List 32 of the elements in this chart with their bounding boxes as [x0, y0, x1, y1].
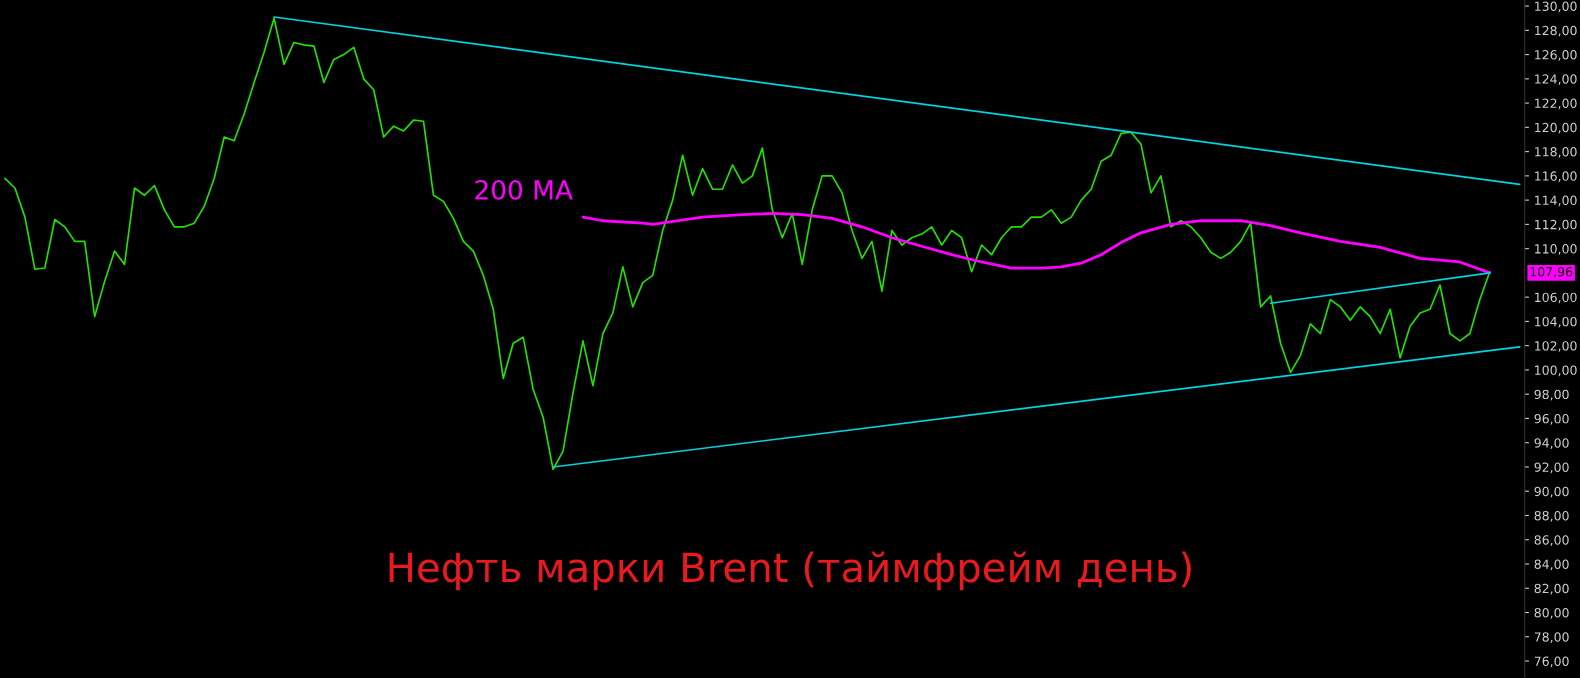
- y-tick-label: 82,00: [1534, 583, 1569, 595]
- y-tick-label: 118,00: [1535, 147, 1577, 158]
- y-tick-label: 92,00: [1534, 462, 1569, 474]
- y-tick-label: 96,00: [1534, 413, 1569, 425]
- text: 107,96: [1530, 267, 1573, 278]
- series-label: 200 MA: [475, 179, 573, 200]
- y-tick-label: 112,00: [1535, 219, 1577, 231]
- y-tick-label: 106,00: [1535, 292, 1577, 304]
- y-tick-label: 78,00: [1534, 632, 1569, 643]
- line-series: [4, 17, 1491, 471]
- y-tick-label: 104,00: [1535, 316, 1577, 328]
- y-tick-label: 102,00: [1535, 341, 1577, 352]
- y-tick-label: 126,00: [1535, 50, 1577, 61]
- y-tick-label: 116,00: [1535, 171, 1577, 183]
- y-tick-label: 128,00: [1535, 25, 1577, 37]
- y-tick-label: 90,00: [1534, 486, 1569, 498]
- y-tick-label: 80,00: [1534, 607, 1569, 619]
- y-tick-label: 130,00: [1535, 1, 1577, 13]
- y-tick-label: 76,00: [1534, 656, 1569, 668]
- y-tick-label: 122,00: [1535, 98, 1577, 110]
- y-tick-label: 120,00: [1535, 122, 1577, 134]
- line-series: [581, 212, 1492, 275]
- y-tick-label: 84,00: [1534, 559, 1569, 571]
- y-tick-label: 98,00: [1534, 389, 1569, 401]
- y-tick-label: 88,00: [1534, 510, 1569, 522]
- y-tick-label: 86,00: [1534, 535, 1569, 546]
- y-tick-label: 100,00: [1535, 365, 1577, 377]
- y-tick-label: 110,00: [1535, 244, 1577, 255]
- text: Нефть марки Brent (таймфрейм день): [389, 551, 1191, 591]
- y-tick-label: 124,00: [1535, 74, 1577, 86]
- y-tick-label: 114,00: [1535, 195, 1577, 207]
- y-tick-label: 94,00: [1534, 438, 1569, 449]
